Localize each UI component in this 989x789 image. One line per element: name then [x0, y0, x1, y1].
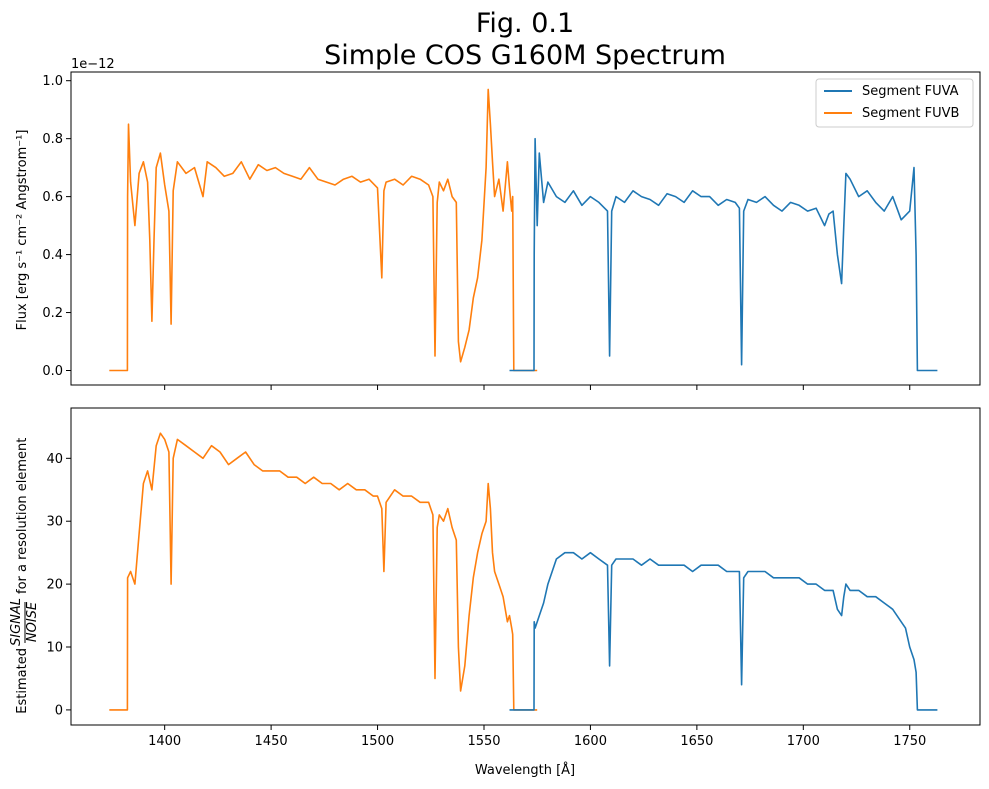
flux-line-segment-fuva	[509, 137, 938, 372]
snr-ylabel-numerator: SIGNAL	[9, 598, 24, 646]
flux-series	[109, 88, 938, 372]
flux-panel-frame	[70, 71, 981, 386]
snr-xtick-label: 1550	[467, 734, 500, 749]
snr-line-segment-fuva	[509, 551, 938, 711]
snr-panel: 1400 1450 1500 1550 1600 1650 1700 1750 0 10 20 30 4…	[9, 407, 981, 778]
flux-ytick-label: 0.2	[42, 306, 63, 321]
snr-ylabel: Estimated SIGNAL NOISE for a resolution …	[9, 438, 40, 714]
legend-box	[815, 78, 974, 128]
figure-title-line1: Fig. 0.1	[476, 8, 574, 39]
flux-line-segment-fuvb	[109, 88, 538, 372]
legend: Segment FUVA Segment FUVB	[815, 78, 974, 128]
snr-panel-frame	[70, 407, 981, 726]
flux-ytick-label: 0.6	[42, 190, 63, 205]
snr-ytick-label: 30	[46, 515, 63, 530]
flux-ytick-label: 0.0	[42, 364, 63, 379]
snr-xtick-label: 1650	[680, 734, 713, 749]
legend-label-fuvb: Segment FUVB	[862, 106, 959, 121]
snr-ytick-label: 10	[46, 641, 63, 656]
snr-line-segment-fuvb	[109, 432, 538, 711]
snr-ytick-label: 20	[46, 578, 63, 593]
snr-ylabel-prefix: Estimated	[15, 648, 30, 714]
flux-ytick-label: 1.0	[42, 74, 63, 89]
legend-label-fuva: Segment FUVA	[862, 84, 959, 99]
flux-ylabel: Flux [erg s⁻¹ cm⁻² Angstrom⁻¹]	[15, 130, 30, 331]
x-axis-label: Wavelength [Å]	[475, 762, 575, 778]
snr-xtick-label: 1400	[148, 734, 181, 749]
snr-xtick-label: 1500	[361, 734, 394, 749]
flux-ytick-label: 0.8	[42, 132, 63, 147]
flux-panel: 0.0 0.2 0.4 0.6 0.8 1.0 1e−12 Flux [erg s⁻¹ c…	[15, 57, 981, 390]
snr-series	[109, 432, 938, 711]
snr-ticks: 1400 1450 1500 1550 1600 1650 1700 1750 0 10 20 30 4…	[46, 452, 926, 749]
flux-offset-text: 1e−12	[71, 57, 115, 72]
flux-ticks: 0.0 0.2 0.4 0.6 0.8 1.0	[42, 74, 911, 390]
snr-xtick-label: 1450	[255, 734, 288, 749]
figure-title-line2: Simple COS G160M Spectrum	[324, 40, 726, 71]
flux-ytick-label: 0.4	[42, 248, 63, 263]
snr-ytick-label: 40	[46, 452, 63, 467]
snr-xtick-label: 1600	[574, 734, 607, 749]
snr-ylabel-suffix: for a resolution element	[15, 438, 30, 594]
snr-xtick-label: 1750	[893, 734, 926, 749]
snr-ytick-label: 0	[55, 703, 63, 718]
snr-ylabel-denominator: NOISE	[25, 601, 40, 642]
snr-xtick-label: 1700	[787, 734, 820, 749]
